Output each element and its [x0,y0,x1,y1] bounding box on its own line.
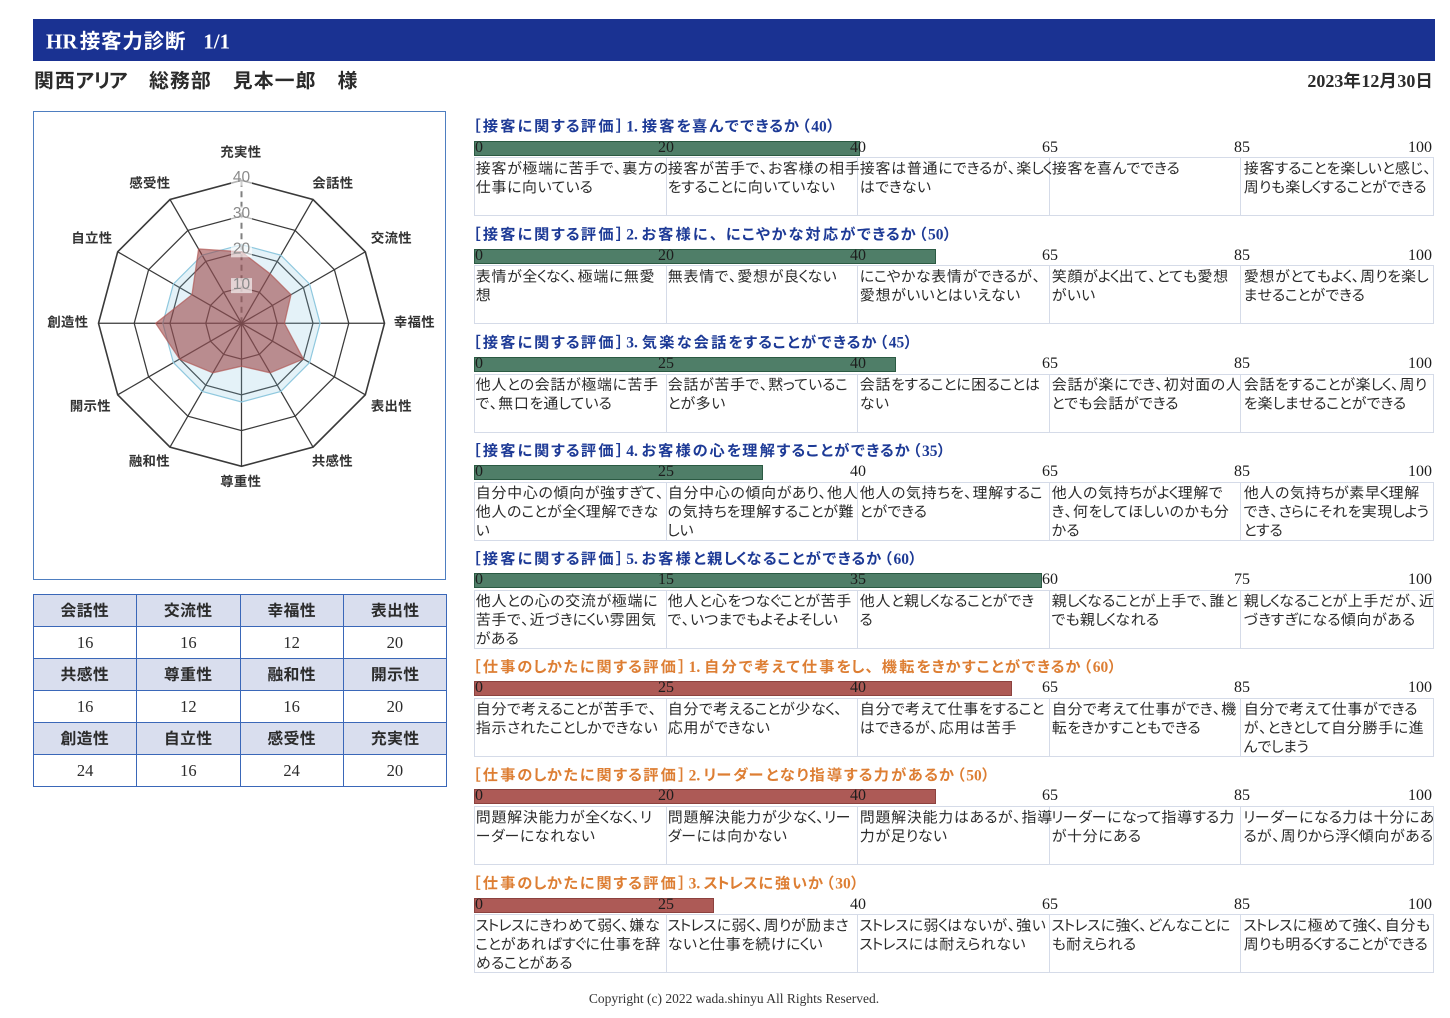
svg-text:2.: 2. [626,227,638,244]
svg-text:40: 40 [233,169,251,186]
svg-text:2023: 2023 [1307,71,1343,91]
svg-text:12: 12 [1361,71,1379,91]
svg-text:50: 50 [928,227,944,244]
svg-text:3.: 3. [626,335,638,352]
svg-text:2.: 2. [689,767,701,784]
svg-text:1.: 1. [689,659,701,676]
svg-text:1.: 1. [626,118,638,135]
svg-text:10: 10 [233,276,251,293]
svg-text:40: 40 [811,118,827,135]
svg-text:60: 60 [894,551,910,568]
svg-text:5.: 5. [626,551,638,568]
svg-text:30: 30 [1397,71,1415,91]
svg-text:HR: HR [46,29,78,53]
svg-text:30: 30 [233,205,251,222]
svg-text:60: 60 [1093,659,1109,676]
svg-text:4.: 4. [626,443,638,460]
svg-text:1/1: 1/1 [203,29,230,53]
svg-text:30: 30 [835,876,851,893]
svg-text:3.: 3. [689,876,701,893]
svg-text:45: 45 [889,335,905,352]
svg-text:35: 35 [922,443,938,460]
svg-text:50: 50 [966,767,982,784]
svg-text:20: 20 [233,241,251,258]
